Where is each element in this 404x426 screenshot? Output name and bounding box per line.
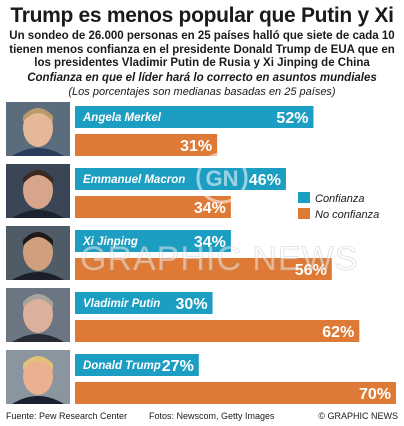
bar-confianza-xi-jinping — [75, 230, 231, 252]
bar-name-label: Donald Trump — [83, 360, 161, 372]
portrait-emmanuel-macron — [6, 164, 70, 218]
watermark: GN — [196, 152, 248, 204]
legend-label-confianza: Confianza — [315, 193, 365, 205]
portrait-angela-merkel — [6, 102, 70, 156]
bar-no-confianza-donald-trump — [75, 382, 396, 404]
bar-name-label: Angela Merkel — [82, 112, 162, 124]
bar-confianza-emmanuel-macron — [75, 168, 286, 190]
bar-confianza-angela-merkel — [75, 106, 314, 128]
page-subtitle: Un sondeo de 26.000 personas en 25 paíse… — [9, 30, 395, 69]
portrait-xi-jinping — [6, 226, 70, 280]
value-label-confianza: 46% — [249, 172, 281, 189]
bar-no-confianza-xi-jinping — [75, 258, 332, 280]
value-label-confianza: 52% — [276, 110, 308, 127]
value-label-no-confianza: 62% — [322, 324, 354, 341]
legend-swatch-no-confianza — [298, 208, 310, 219]
footer-photos: Fotos: Newscom, Getty Images — [149, 411, 275, 421]
bar-no-confianza-emmanuel-macron — [75, 196, 231, 218]
chart-heading: Confianza en que el líder hará lo correc… — [27, 72, 377, 84]
portrait-vladimir-putin — [6, 288, 70, 342]
value-label-no-confianza: 31% — [180, 138, 212, 155]
chart-note: (Los porcentajes son medianas basadas en… — [68, 86, 336, 98]
bar-chart: Angela Merkel 52% 31% Emmanuel Macron 46% 34%… — [6, 102, 396, 404]
bar-name-label: Emmanuel Macron — [83, 174, 185, 186]
bar-confianza-vladimir-putin — [75, 292, 213, 314]
footer: Fuente: Pew Research Center Fotos: Newsc… — [6, 409, 398, 423]
footer-source: Fuente: Pew Research Center — [6, 411, 128, 421]
value-label-confianza: 27% — [162, 358, 194, 375]
watermark-text: GRAPHIC NEWS — [80, 240, 358, 278]
legend-swatch-confianza — [298, 192, 310, 203]
value-label-confianza: 30% — [176, 296, 208, 313]
bar-confianza-donald-trump — [75, 354, 199, 376]
page-title: Trump es menos popular que Putin y Xi — [10, 4, 394, 27]
bar-name-label: Vladimir Putin — [83, 298, 160, 310]
value-label-confianza: 34% — [194, 234, 226, 251]
value-label-no-confianza: 34% — [194, 200, 226, 217]
legend-label-no-confianza: No confianza — [315, 209, 379, 221]
bar-name-label: Xi Jinping — [82, 236, 138, 248]
value-label-no-confianza: 56% — [295, 262, 327, 279]
footer-credit: © GRAPHIC NEWS — [318, 411, 398, 421]
value-label-no-confianza: 70% — [359, 386, 391, 403]
bar-no-confianza-vladimir-putin — [75, 320, 360, 342]
portrait-donald-trump — [6, 350, 70, 404]
bar-no-confianza-angela-merkel — [75, 134, 218, 156]
svg-text:GN: GN — [206, 166, 239, 191]
